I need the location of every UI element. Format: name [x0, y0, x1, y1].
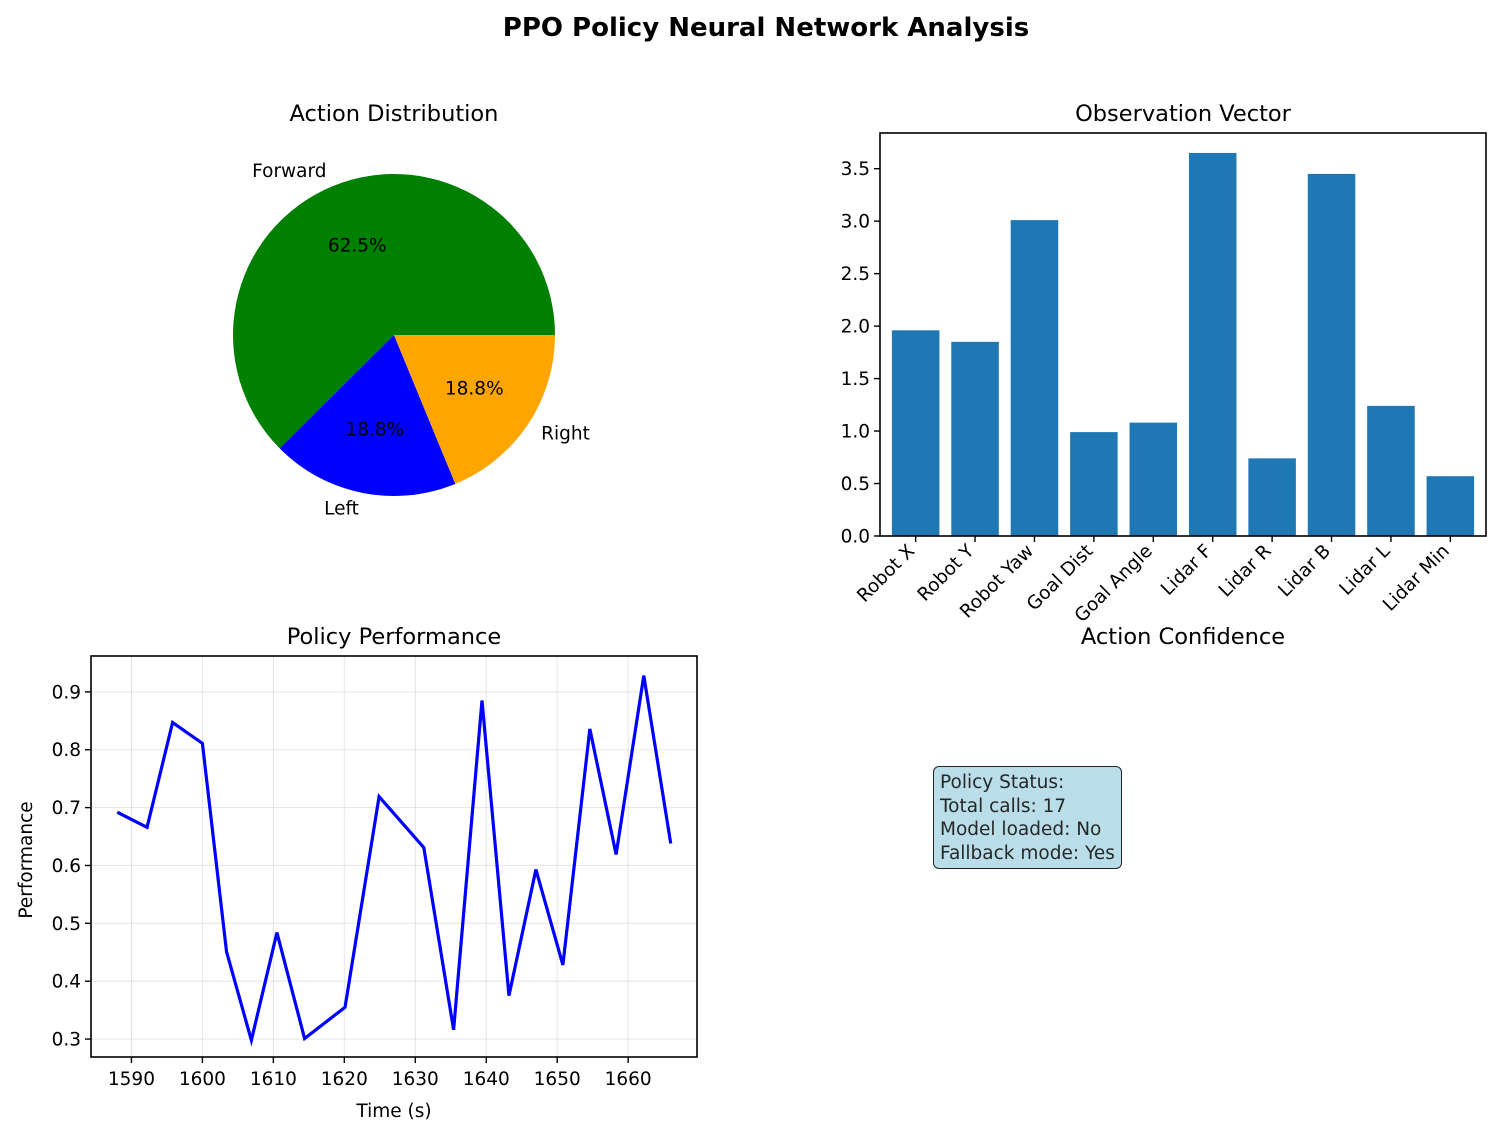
status-line: Policy Status:	[940, 772, 1065, 793]
y-tick-label: 1.5	[841, 369, 870, 390]
line-axes-frame	[90, 655, 698, 1058]
x-tick-label: 1650	[534, 1069, 581, 1090]
observation-vector-panel: Observation Vector 0.0 0.5 1.0 1.5 2.0 2.5 3.0…	[841, 101, 1487, 627]
policy-performance-panel: Policy Performance 1590 1600 1610 1620 1630 1…	[16, 624, 698, 1122]
bar	[1248, 458, 1296, 536]
figure-title: PPO Policy Neural Network Analysis	[503, 13, 1029, 43]
line-title: Policy Performance	[287, 624, 501, 650]
x-tick-label: 1640	[463, 1069, 510, 1090]
y-tick-label: 1.0	[841, 422, 870, 443]
bar	[1426, 476, 1475, 536]
y-tick-label: 0.9	[52, 682, 81, 703]
bar	[1070, 432, 1118, 536]
bar	[1367, 405, 1415, 536]
x-tick-label: Lidar B	[1274, 541, 1335, 602]
line-xlabel: Time (s)	[355, 1101, 431, 1122]
action-distribution-panel: Action Distribution Forward 62.5% Left 18.8…	[232, 101, 590, 520]
x-tick-label: Robot X	[853, 540, 919, 606]
bar	[1307, 173, 1356, 536]
policy-status-box: Policy Status: Total calls: 17 Model loa…	[933, 766, 1122, 869]
y-tick-label: 2.0	[841, 317, 870, 338]
y-tick-label: 2.5	[841, 264, 870, 285]
y-tick-label: 0.0	[841, 527, 870, 548]
y-tick-label: 0.3	[52, 1030, 81, 1051]
bar	[1010, 220, 1059, 537]
y-tick-label: 3.0	[841, 212, 870, 233]
x-tick-label: Lidar F	[1157, 541, 1216, 600]
performance-line	[116, 675, 673, 1047]
status-line: Model loaded: No	[940, 819, 1102, 840]
bar	[891, 330, 940, 536]
pie-slice	[394, 335, 555, 484]
pie-pct-label: 18.8%	[445, 379, 504, 400]
x-tick-label: 1660	[605, 1069, 652, 1090]
pie-pct-label: 62.5%	[328, 236, 387, 257]
bar-axes-frame	[879, 132, 1487, 537]
x-tick-label: 1590	[108, 1069, 155, 1090]
pie-label: Left	[324, 499, 359, 520]
x-tick-label: 1600	[179, 1069, 226, 1090]
x-tick-label: Lidar R	[1215, 541, 1276, 602]
pie-slice	[232, 174, 555, 449]
pie-label: Forward	[252, 161, 326, 182]
pie-slice	[279, 335, 456, 496]
x-tick-label: 1610	[250, 1069, 297, 1090]
pie-pct-label: 18.8%	[345, 420, 404, 441]
pie-title: Action Distribution	[290, 101, 499, 127]
y-tick-label: 0.4	[52, 972, 81, 993]
x-tick-label: Lidar L	[1336, 540, 1395, 599]
bar	[1129, 422, 1178, 536]
pie-label: Right	[541, 424, 590, 445]
bar	[951, 341, 999, 536]
status-line: Total calls: 17	[940, 795, 1067, 817]
bar-title: Observation Vector	[1075, 101, 1292, 127]
x-tick-label: 1630	[392, 1069, 439, 1090]
action-confidence-title: Action Confidence	[1081, 624, 1285, 650]
y-tick-label: 3.5	[841, 159, 870, 180]
y-tick-label: 0.6	[52, 856, 81, 877]
y-tick-label: 0.7	[52, 798, 81, 819]
x-tick-label: 1620	[321, 1069, 368, 1090]
line-ylabel: Performance	[16, 801, 37, 918]
y-tick-label: 0.5	[52, 914, 81, 935]
y-tick-label: 0.8	[52, 740, 81, 761]
status-line: Fallback mode: Yes	[940, 842, 1115, 864]
bar	[1188, 152, 1237, 536]
y-tick-label: 0.5	[841, 474, 870, 495]
